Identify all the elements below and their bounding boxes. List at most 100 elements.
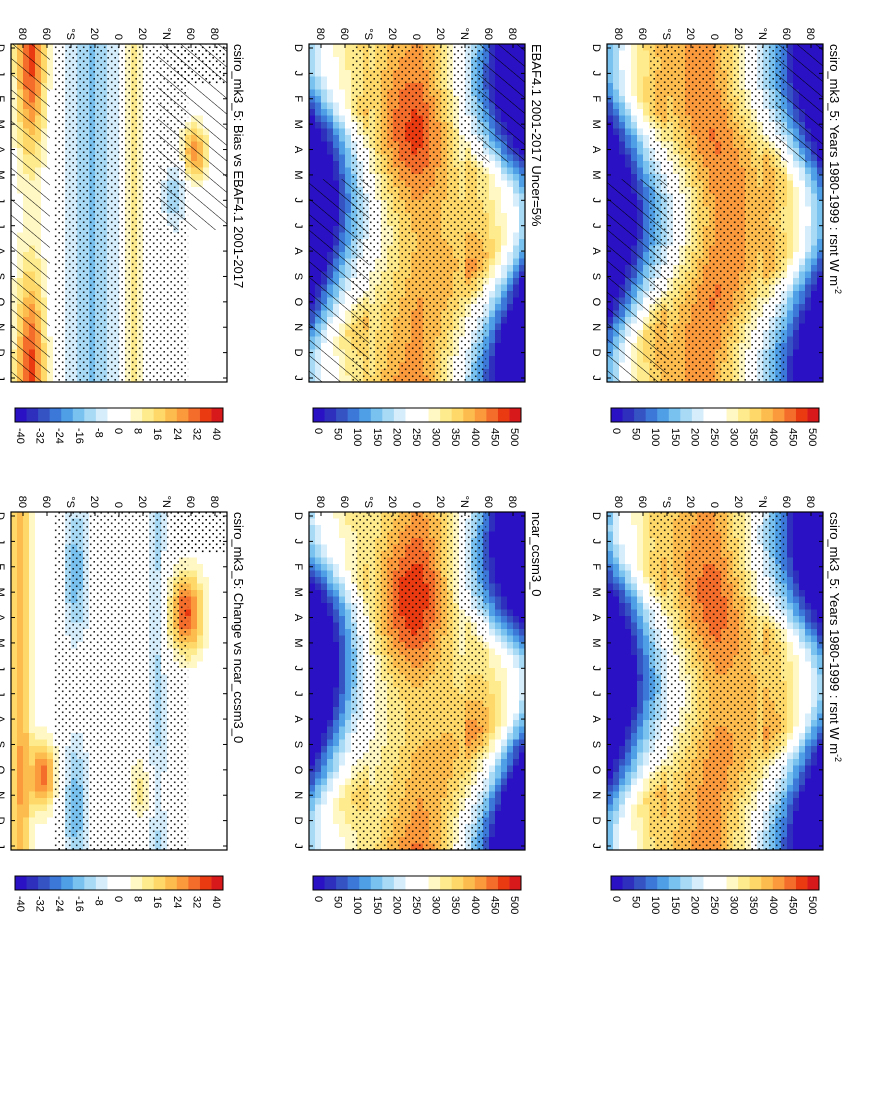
heatmap-cell [612, 642, 619, 649]
heatmap-cell [642, 778, 649, 786]
heatmap-cell [816, 193, 823, 201]
heatmap-cell [810, 232, 817, 240]
heatmap-cell [804, 609, 811, 617]
heatmap-cell [786, 648, 793, 656]
heatmap-cell [488, 232, 495, 240]
heatmap-cell [798, 804, 805, 812]
colorbar-swatch [633, 408, 646, 422]
heatmap-cell [636, 44, 643, 51]
heatmap-cell [612, 661, 619, 669]
heatmap-cell [506, 226, 513, 233]
heatmap-cell [618, 687, 625, 695]
heatmap-cell [810, 278, 817, 285]
latitude-label: 20 [732, 28, 744, 40]
heatmap-cell [810, 213, 817, 220]
heatmap-cell [804, 291, 811, 298]
heatmap-cell [804, 167, 811, 175]
heatmap-cell [804, 681, 811, 688]
heatmap-cell [816, 187, 823, 194]
heatmap-cell [488, 226, 495, 233]
heatmap-cell [630, 648, 637, 656]
heatmap-cell [618, 122, 625, 129]
heatmap-cell [810, 291, 817, 298]
heatmap-cell [630, 135, 637, 142]
heatmap-cell [326, 115, 333, 123]
heatmap-cell [332, 109, 339, 116]
colorbar-swatch [610, 876, 623, 890]
heatmap-cell [512, 213, 519, 220]
heatmap-cell [630, 590, 637, 597]
heatmap-cell [338, 50, 345, 58]
heatmap-cell [642, 837, 649, 844]
heatmap-cell [798, 772, 805, 779]
latitude-label: °S [660, 496, 672, 508]
heatmap-cell [630, 63, 637, 71]
heatmap-cell [624, 115, 631, 123]
latitude-label: 20 [684, 28, 696, 40]
heatmap-cell [630, 791, 637, 799]
heatmap-cell [618, 63, 625, 71]
heatmap-cell [798, 739, 805, 747]
heatmap-cell [624, 635, 631, 643]
heatmap-cell [606, 83, 613, 90]
heatmap-cell [624, 70, 631, 77]
heatmap-cell [804, 206, 811, 214]
heatmap-cell [612, 655, 619, 662]
heatmap-cell [630, 154, 637, 162]
heatmap-cell [326, 44, 333, 51]
heatmap-cell [624, 50, 631, 58]
heatmap-cell [612, 674, 619, 682]
heatmap-cell [612, 616, 619, 623]
heatmap-cell [804, 570, 811, 578]
heatmap-cell [798, 583, 805, 591]
heatmap-cell [816, 167, 823, 175]
heatmap-cell [804, 258, 811, 266]
heatmap-cell [798, 369, 805, 376]
heatmap-cell [314, 70, 321, 77]
heatmap-cell [338, 115, 345, 123]
heatmap-cell [630, 570, 637, 578]
heatmap-cell [618, 538, 625, 545]
heatmap-cell [332, 135, 339, 142]
heatmap-cell [618, 674, 625, 682]
heatmap-cell [326, 154, 333, 162]
heatmap-cell [636, 167, 643, 175]
heatmap-cell [786, 661, 793, 669]
heatmap-cell [792, 739, 799, 747]
month-label: S [590, 741, 602, 748]
heatmap-cell [786, 739, 793, 747]
heatmap-cell [792, 531, 799, 539]
heatmap-cell [804, 349, 811, 357]
heatmap-cell [606, 44, 613, 51]
heatmap-cell [810, 167, 817, 175]
heatmap-cell [786, 180, 793, 188]
heatmap-cell [810, 239, 817, 246]
heatmap-cell [810, 304, 817, 311]
heatmap-cell [792, 785, 799, 792]
heatmap-cell [804, 661, 811, 669]
heatmap-cell [326, 148, 333, 155]
heatmap-cell [792, 700, 799, 708]
heatmap-cell [798, 167, 805, 175]
panel-title: csiro_mk3_5: Years 1980-1999 : rsnt W m-… [827, 512, 843, 762]
heatmap-cell [786, 707, 793, 714]
heatmap-cell [630, 733, 637, 740]
heatmap-cell [642, 57, 649, 64]
heatmap-cell [792, 635, 799, 643]
heatmap-cell [810, 674, 817, 682]
heatmap-cell [804, 544, 811, 552]
heatmap-cell [494, 174, 501, 181]
heatmap-cell [642, 583, 649, 591]
heatmap-cell [642, 154, 649, 162]
heatmap-cell [816, 622, 823, 630]
heatmap-cell [798, 518, 805, 526]
heatmap-cell [612, 713, 619, 721]
heatmap-cell [344, 167, 351, 175]
heatmap-cell [606, 57, 613, 64]
heatmap-cell [612, 174, 619, 181]
heatmap-cell [624, 674, 631, 682]
heatmap-cell [630, 557, 637, 565]
heatmap-cell [624, 843, 631, 851]
heatmap-cell [624, 603, 631, 610]
